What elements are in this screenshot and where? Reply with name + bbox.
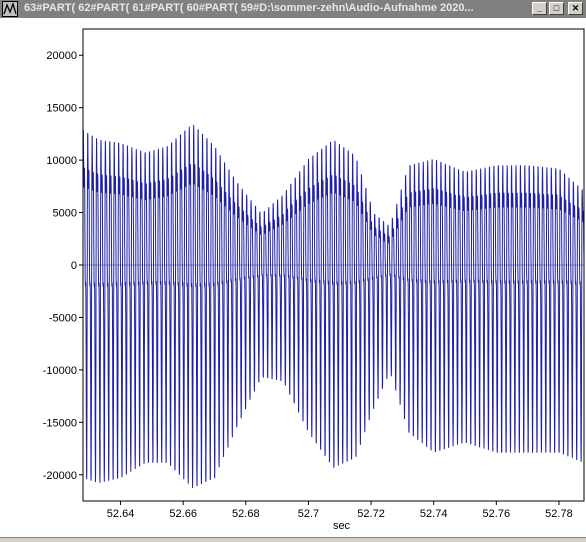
x-tick-label: 52.72 [357, 508, 385, 520]
status-strip [0, 537, 586, 541]
y-tick-label: 5000 [53, 208, 77, 220]
y-tick-label: 0 [71, 260, 77, 272]
x-tick-label: 52.76 [483, 508, 511, 520]
waveform-chart[interactable]: 20000 15000 10000 5000 0 -5000 -10000 -15000 -20… [0, 18, 586, 537]
maximize-button[interactable]: □ [549, 2, 564, 15]
y-tick-label: -5000 [49, 312, 77, 324]
y-tick-label: -10000 [43, 365, 77, 377]
plot-window[interactable]: 20000 15000 10000 5000 0 -5000 -10000 -15000 -20… [0, 18, 586, 537]
x-axis-label: sec [333, 520, 351, 532]
x-tick-label: 52.68 [232, 508, 260, 520]
x-tick-label: 52.7 [298, 508, 319, 520]
x-tick-label: 52.66 [169, 508, 197, 520]
y-tick-label: -15000 [43, 417, 77, 429]
x-tick-label: 52.74 [420, 508, 448, 520]
y-tick-label: 10000 [46, 155, 77, 167]
y-tick-label: 20000 [46, 50, 77, 62]
waveform-app-icon[interactable] [2, 1, 18, 17]
y-tick-label: -20000 [43, 470, 77, 482]
title-bar: 63#PART( 62#PART( 61#PART( 60#PART( 59#D… [0, 0, 586, 18]
waveform-series [82, 124, 585, 489]
minimize-button[interactable]: _ [532, 2, 547, 15]
y-tick-label: 15000 [46, 103, 77, 115]
window-title: 63#PART( 62#PART( 61#PART( 60#PART( 59#D… [24, 2, 474, 14]
x-tick-label: 52.64 [107, 508, 135, 520]
x-tick-label: 52.78 [545, 508, 573, 520]
waveform-icon [3, 1, 17, 15]
close-button[interactable]: ✕ [568, 2, 583, 15]
